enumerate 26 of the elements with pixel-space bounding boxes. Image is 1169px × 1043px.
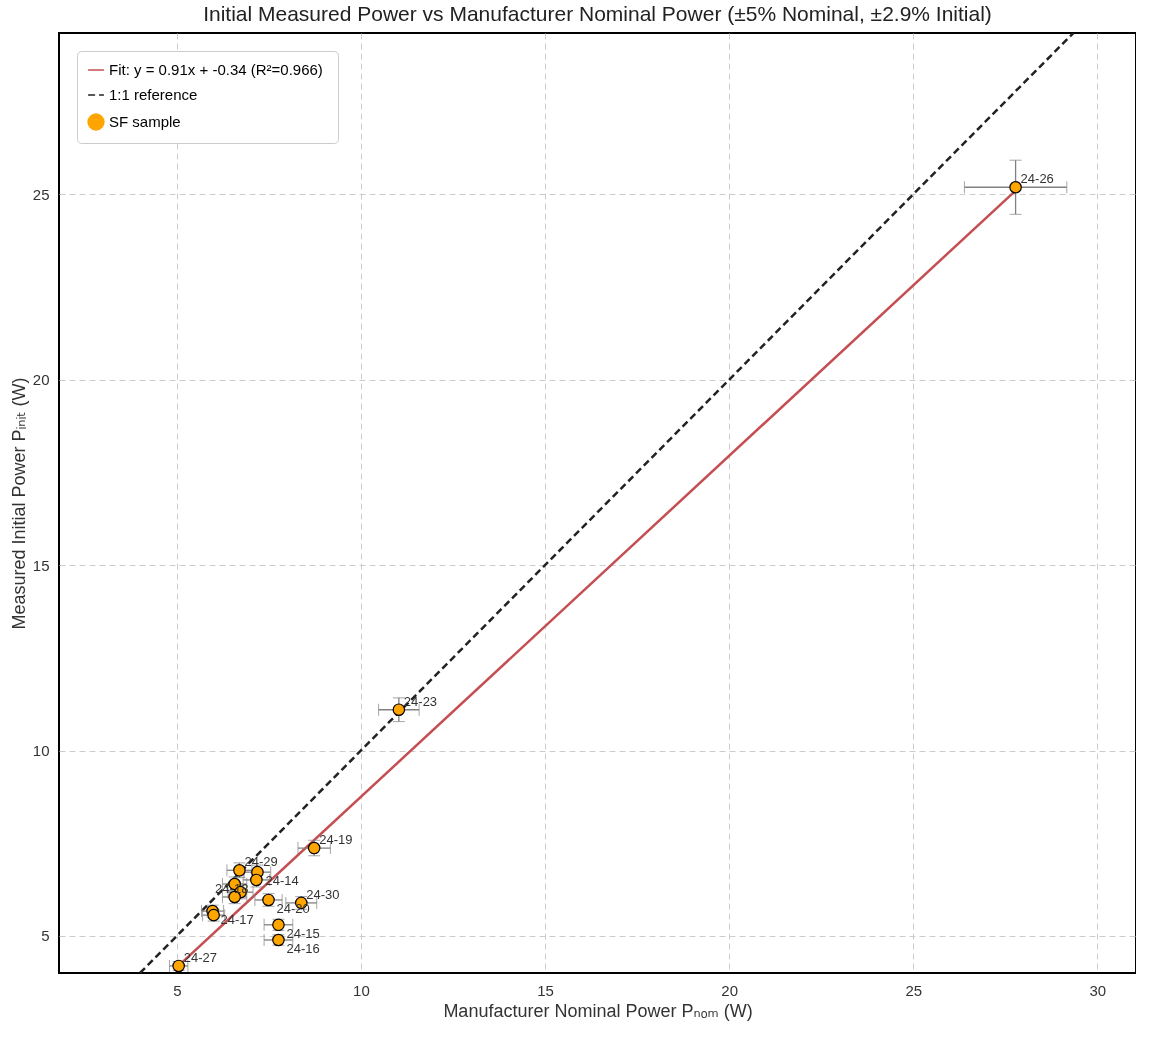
- x-tick-label: 20: [721, 981, 738, 999]
- annotation: 24-15: [286, 925, 320, 941]
- legend-label: SF sample: [109, 113, 181, 130]
- y-tick-label: 15: [32, 556, 50, 574]
- annotation: 24-18: [215, 880, 249, 896]
- annotation: 24-29: [244, 854, 278, 870]
- y-tick-label: 25: [32, 185, 50, 203]
- x-tick-label: 10: [353, 981, 370, 999]
- x-tick-label: 25: [905, 981, 923, 999]
- y-tick-label: 20: [32, 371, 50, 389]
- annotation: 24-23: [403, 693, 438, 709]
- x-tick-label: 5: [173, 981, 182, 999]
- y-tick-label: 5: [41, 927, 50, 945]
- chart-title: Initial Measured Power vs Manufacturer Nominal Power (±5% Nominal, ±2.9% Initial): [203, 2, 992, 25]
- annotation: 24-20: [276, 900, 310, 916]
- annotation: 24-16: [286, 941, 320, 956]
- x-tick-label: 30: [1089, 981, 1107, 999]
- x-axis-title: Manufacturer Nominal Power Pₙₒₘ (W): [443, 1000, 753, 1021]
- legend-label: Fit: y = 0.91x + -0.34 (R²=0.966): [109, 61, 323, 78]
- annotation: 24-26: [1020, 171, 1054, 187]
- legend-label: 1:1 reference: [109, 86, 198, 103]
- y-axis-title: Measured Initial Power Pᵢₙᵢₜ (W): [8, 377, 29, 630]
- x-tick-label: 15: [537, 981, 554, 999]
- annotation: 24-30: [306, 886, 340, 902]
- annotation: 24-19: [319, 832, 353, 848]
- y-tick-label: 10: [32, 742, 50, 760]
